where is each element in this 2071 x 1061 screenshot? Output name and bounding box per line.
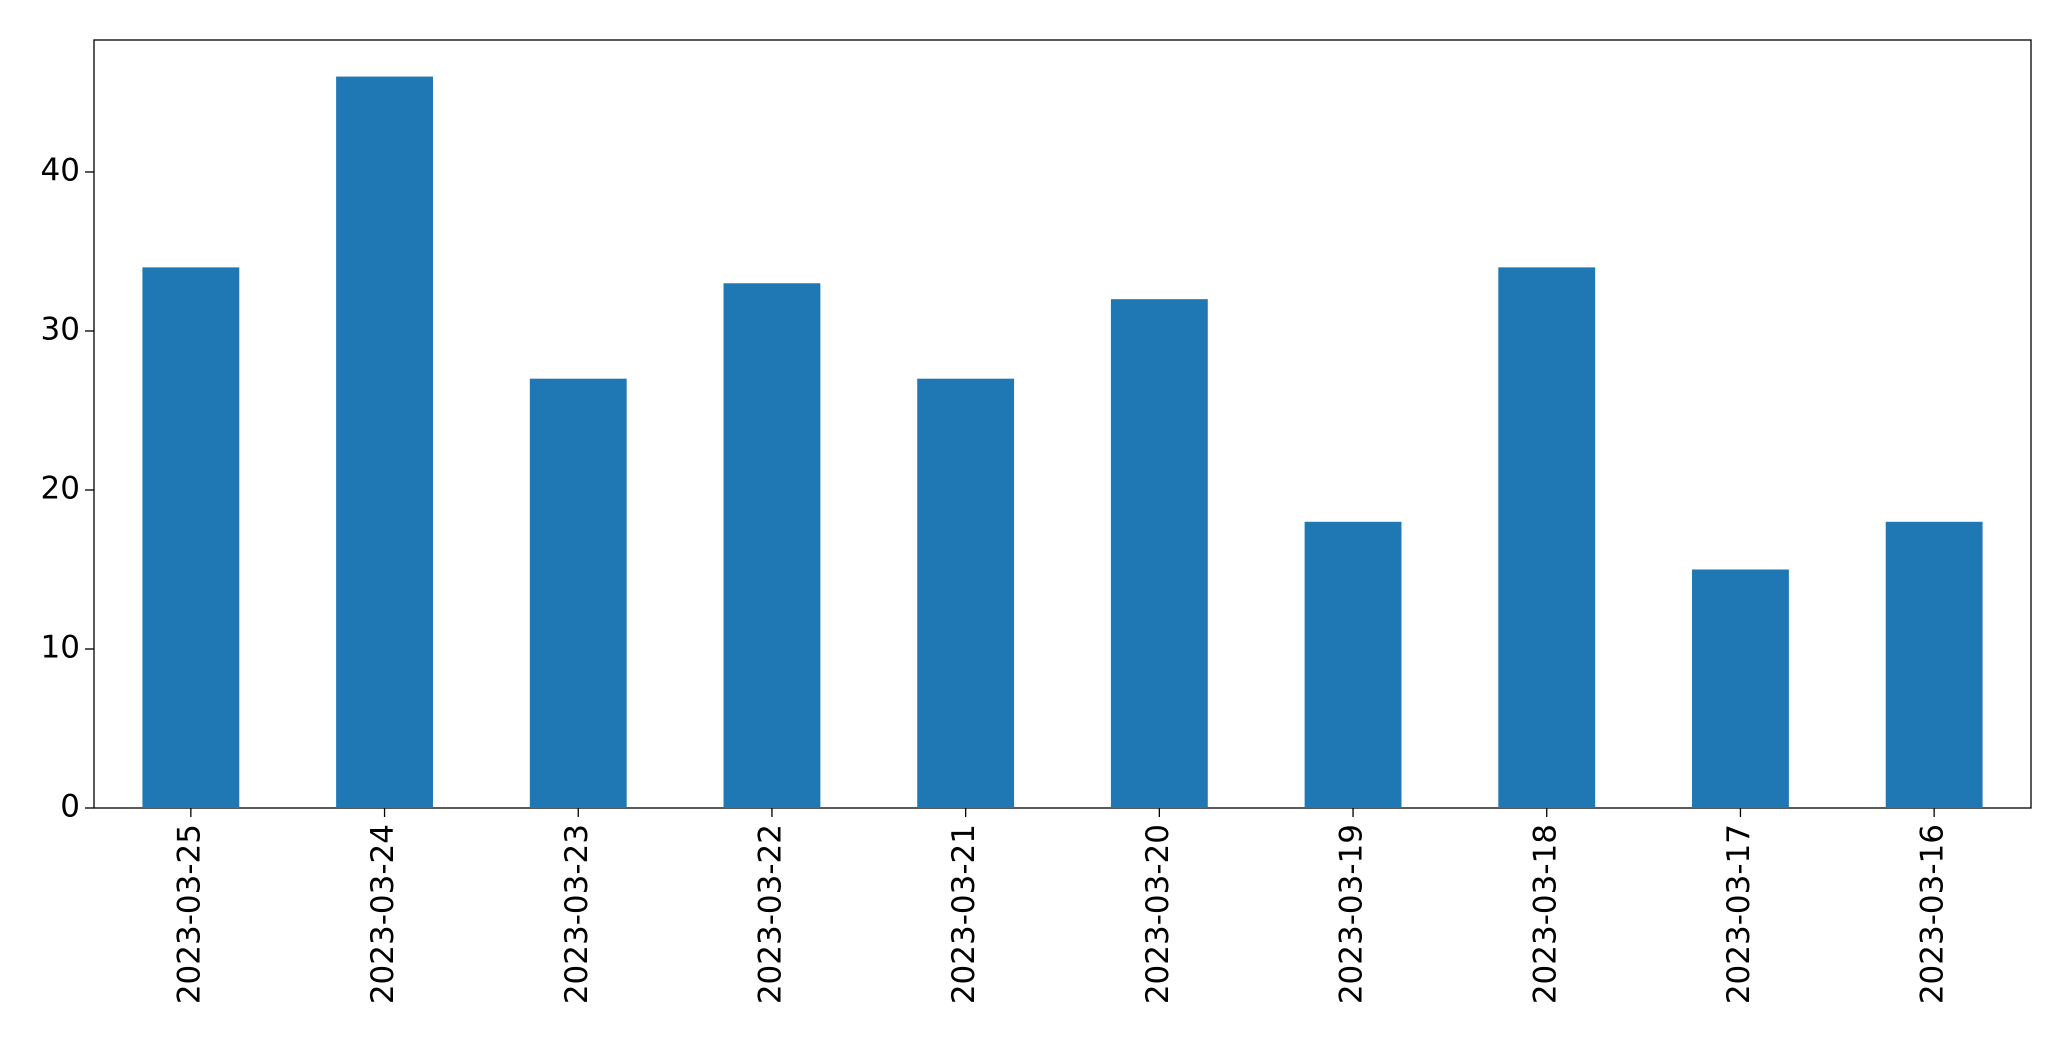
y-tick-label: 20 <box>41 470 80 506</box>
x-tick-label: 2023-03-25 <box>171 824 207 1004</box>
x-tick-label: 2023-03-17 <box>1721 824 1757 1004</box>
x-tick-label: 2023-03-19 <box>1334 824 1370 1004</box>
bar <box>917 378 1015 808</box>
plot-frame <box>93 39 2032 809</box>
y-tick-label: 40 <box>41 152 80 188</box>
bar <box>723 283 821 808</box>
x-tick-label: 2023-03-23 <box>559 824 595 1004</box>
bar <box>1498 267 1596 808</box>
bar <box>142 267 240 808</box>
bar <box>529 378 627 808</box>
bar <box>1692 569 1789 808</box>
y-tick-label: 0 <box>60 789 80 825</box>
bar <box>1885 521 1983 808</box>
x-tick-label: 2023-03-20 <box>1140 824 1176 1004</box>
x-tick-label: 2023-03-16 <box>1915 824 1951 1004</box>
x-tick-label: 2023-03-24 <box>365 824 401 1004</box>
y-tick-label: 10 <box>41 629 80 665</box>
bar <box>1110 299 1208 808</box>
bar <box>1304 521 1402 808</box>
x-tick-label: 2023-03-22 <box>752 824 788 1004</box>
x-tick-label: 2023-03-21 <box>946 824 982 1004</box>
x-tick-label: 2023-03-18 <box>1527 824 1563 1004</box>
bar <box>336 76 433 809</box>
y-tick-label: 30 <box>41 311 80 347</box>
